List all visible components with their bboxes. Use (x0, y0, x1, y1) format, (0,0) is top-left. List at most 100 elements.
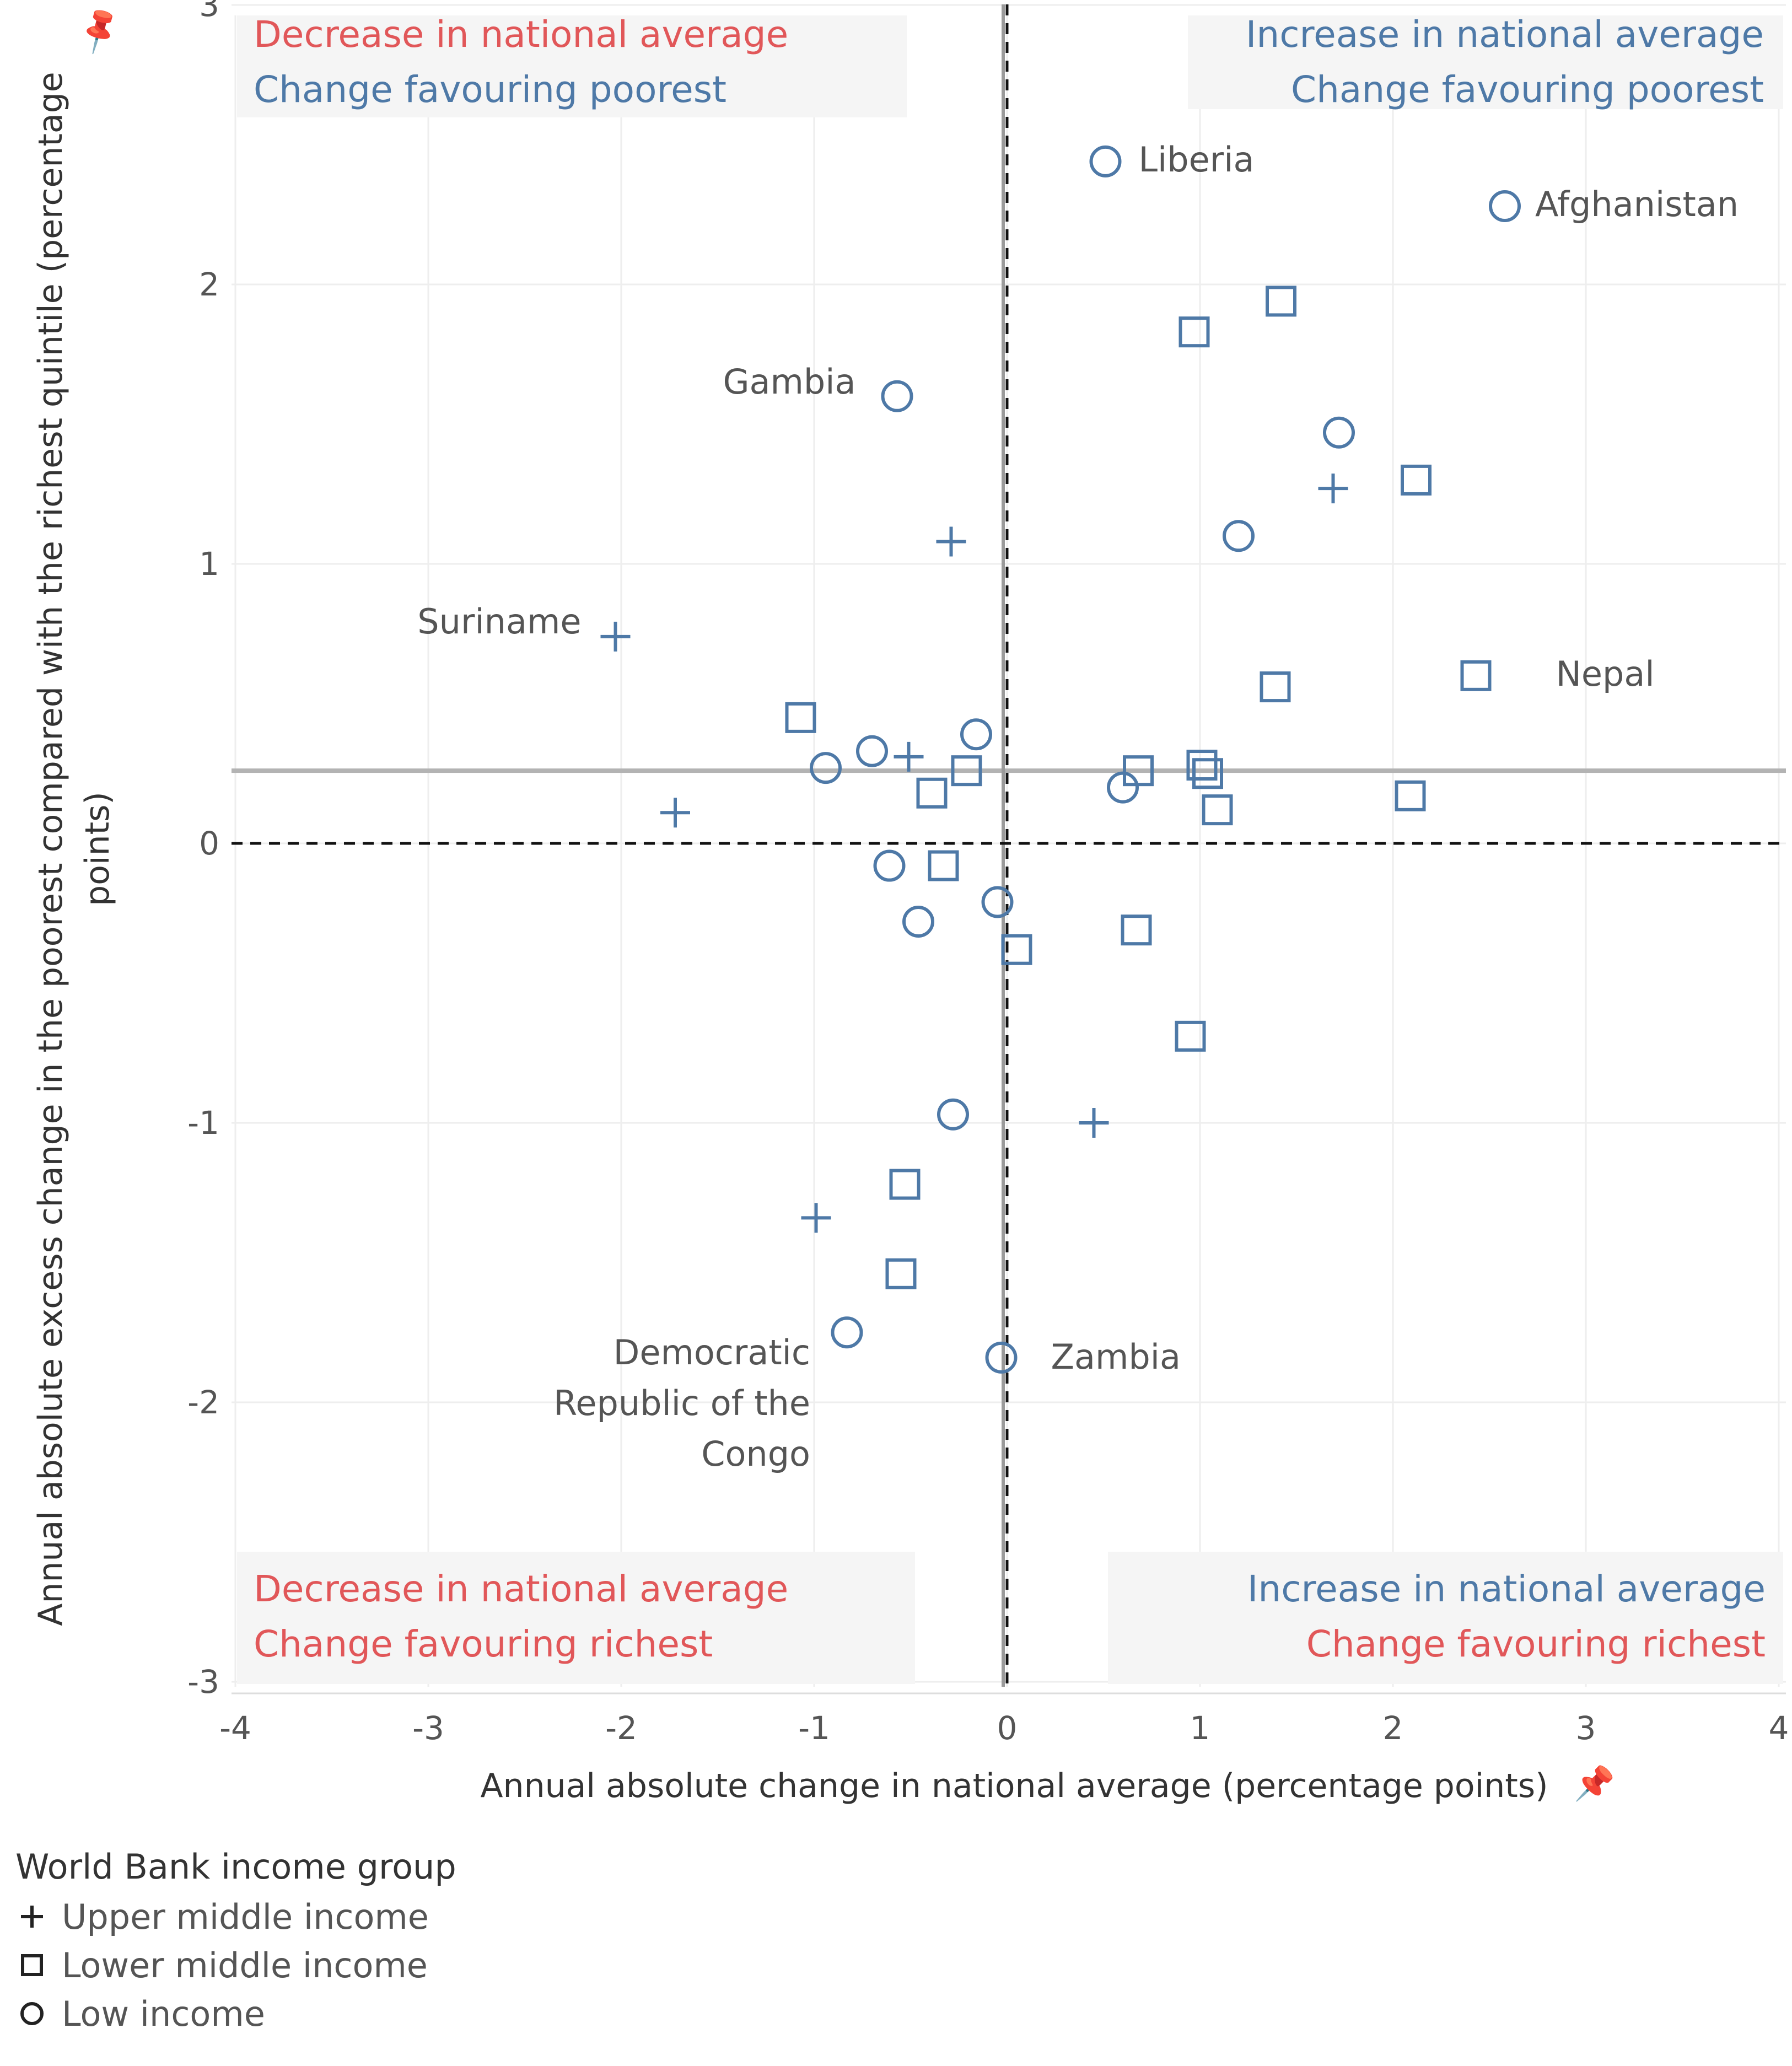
plus-marker (1079, 1108, 1109, 1138)
data-points (600, 145, 1521, 1374)
legend-label: Lower middle income (62, 1945, 428, 1986)
quadrant-box-bottom-right (1108, 1552, 1783, 1684)
circle-icon (20, 2002, 44, 2025)
y-tick-label: 2 (199, 266, 219, 303)
square-marker (1266, 286, 1296, 317)
circle-marker (810, 752, 842, 784)
square-marker (785, 702, 816, 733)
legend-item-lower-middle-income[interactable]: Lower middle income (15, 1941, 456, 1989)
plus-marker (1318, 474, 1348, 504)
circle-marker (985, 1341, 1018, 1374)
legend-title: World Bank income group (15, 1847, 456, 1887)
circle-marker (960, 718, 992, 751)
circle-marker (1323, 416, 1355, 449)
circle-marker (902, 905, 934, 938)
quadrant-label-bottom-right: Change favouring richest (1306, 1623, 1766, 1665)
square-marker (889, 1169, 921, 1200)
square-marker (916, 777, 948, 809)
quadrant-label-top-right: Change favouring poorest (1291, 68, 1764, 111)
y-tick-label: 0 (199, 825, 219, 862)
circle-marker (981, 886, 1014, 918)
circle-marker (831, 1316, 863, 1349)
point-label: Afghanistan (1535, 184, 1739, 224)
quadrant-box-bottom-left (237, 1552, 915, 1684)
circle-marker (881, 380, 913, 412)
circle-marker (873, 849, 906, 882)
x-axis-title: Annual absolute change in national avera… (481, 1767, 1548, 1805)
square-marker (1178, 316, 1210, 348)
point-label: Suriname (417, 601, 581, 642)
plus-marker (660, 798, 690, 828)
plus-marker (600, 621, 631, 652)
quadrant-box-top-right (1188, 15, 1783, 109)
circle-marker (1223, 520, 1255, 552)
circle-marker (856, 735, 888, 767)
x-tick-label: 2 (1383, 1709, 1403, 1747)
y-axis-title-line-2: points) (78, 792, 117, 906)
y-tick-label: -3 (187, 1663, 219, 1701)
x-tick-label: 3 (1576, 1709, 1596, 1747)
quadrant-label-bottom-left: Change favouring richest (254, 1623, 713, 1665)
point-label: Liberia (1139, 139, 1255, 180)
circle-marker (1107, 771, 1139, 804)
x-tick-label: 1 (1190, 1709, 1210, 1747)
x-tick-label: 0 (997, 1709, 1018, 1747)
quadrant-label-bottom-left: Decrease in national average (254, 1568, 788, 1610)
plus-marker (936, 526, 966, 557)
quadrant-label-top-left: Change favouring poorest (254, 68, 727, 111)
y-tick-label: -2 (187, 1384, 219, 1421)
square-icon (21, 1954, 43, 1976)
x-axis-pin-icon[interactable]: 📌 (1574, 1763, 1615, 1803)
square-marker (1186, 750, 1218, 781)
quadrant-labels: Decrease in national average Change favou… (254, 13, 1766, 1665)
point-labels: Suriname Nepal Liberia Afghanistan Gambia Dem… (417, 139, 1739, 1474)
quadrant-box-top-left (237, 15, 907, 117)
legend-item-upper-middle-income[interactable]: Upper middle income (15, 1892, 456, 1941)
legend-label: Upper middle income (62, 1896, 429, 1937)
x-tick-label: -1 (798, 1709, 830, 1747)
circle-marker (1089, 145, 1122, 177)
y-axis-pin-icon[interactable]: 📌 (72, 2, 127, 57)
y-tick-label: -1 (187, 1104, 219, 1142)
square-marker (1260, 671, 1291, 703)
quadrant-label-top-right: Increase in national average (1246, 13, 1764, 56)
square-marker (1121, 914, 1152, 946)
point-label: Gambia (723, 362, 855, 402)
square-marker (1175, 1020, 1206, 1052)
x-tick-label: -3 (412, 1709, 444, 1747)
square-marker (1460, 660, 1492, 691)
circle-marker (937, 1098, 969, 1131)
reference-lines (232, 4, 1786, 1687)
legend: World Bank income group Upper middle inc… (15, 1847, 456, 2038)
plus-marker (894, 741, 924, 772)
square-marker (1202, 794, 1233, 826)
legend-item-low-income[interactable]: Low income (15, 1989, 456, 2038)
plus-icon (21, 1906, 43, 1928)
y-axis-title-line-1: Annual absolute excess change in the poo… (31, 72, 70, 1626)
quadrant-label-boxes (237, 15, 1783, 1684)
point-label-drc: Congo (701, 1434, 810, 1474)
legend-label: Low income (62, 1993, 265, 2034)
square-marker (1001, 934, 1032, 965)
x-tick-label: 4 (1769, 1709, 1789, 1747)
point-label: Zambia (1051, 1337, 1181, 1377)
square-marker (1401, 464, 1432, 496)
point-label-drc: Democratic (614, 1332, 810, 1373)
grid (232, 4, 1786, 1694)
quadrant-label-bottom-right: Increase in national average (1247, 1568, 1766, 1610)
x-tick-label: -4 (219, 1709, 251, 1747)
point-label-drc: Republic of the (553, 1383, 810, 1423)
square-marker (1192, 758, 1223, 789)
quadrant-label-top-left: Decrease in national average (254, 13, 788, 56)
point-label: Nepal (1556, 654, 1655, 694)
square-marker (885, 1258, 917, 1289)
circle-marker (1489, 190, 1521, 223)
y-tick-label: 3 (199, 0, 219, 24)
plus-marker (801, 1203, 831, 1233)
square-marker (951, 755, 982, 787)
y-tick-label: 1 (199, 545, 219, 583)
square-marker (928, 850, 959, 881)
square-marker (1395, 780, 1426, 811)
